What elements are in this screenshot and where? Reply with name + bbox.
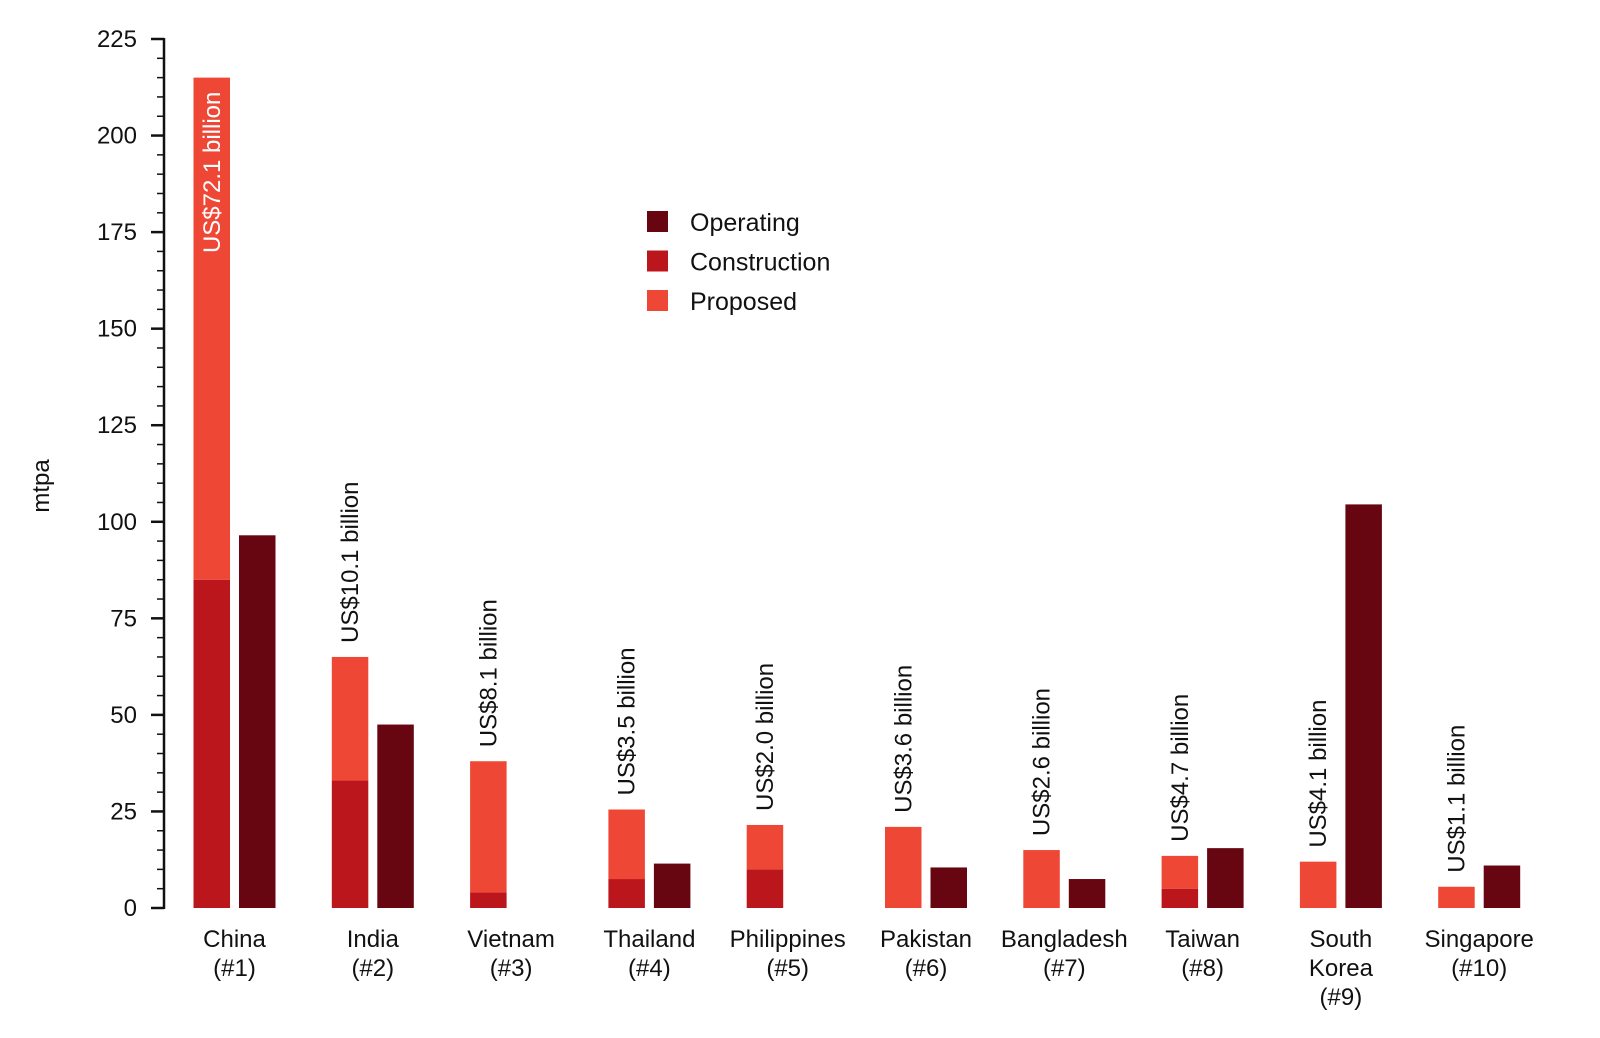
bar-construction-taiwan <box>1161 888 1199 908</box>
x-category-label: (#6) <box>905 955 948 982</box>
bar-annotation-taiwan: US$4.7 billion <box>1167 694 1194 842</box>
bar-operating-singapore <box>1483 865 1521 908</box>
bar-construction-india <box>331 780 369 908</box>
bar-proposed-china <box>193 77 230 580</box>
bar-operating-taiwan <box>1207 848 1244 908</box>
x-category-label: (#5) <box>766 955 809 982</box>
legend-label-construction: Construction <box>690 249 830 277</box>
y-axis: 0 25 50 75 100 125 150 175 200 225 <box>97 26 166 922</box>
x-category-label: South <box>1310 926 1373 953</box>
y-tick-label: 0 <box>124 895 137 922</box>
bar-operating-india <box>377 724 414 908</box>
y-tick-label: 50 <box>110 702 137 729</box>
bar-annotation-philippines: US$2.0 billion <box>752 663 779 811</box>
bar-annotation-south-korea: US$4.1 billion <box>1305 700 1332 848</box>
y-tick-label: 75 <box>110 605 137 632</box>
x-category-label: India <box>347 926 400 953</box>
bar-operating-thailand <box>653 863 691 908</box>
x-category-label: Pakistan <box>880 926 972 953</box>
bar-proposed-pakistan <box>885 826 922 908</box>
bar-construction-vietnam <box>470 892 507 908</box>
bar-construction-china <box>193 579 230 908</box>
legend-swatch-proposed <box>647 290 668 311</box>
y-axis-title: mtpa <box>28 459 55 513</box>
x-category-label: (#2) <box>351 955 394 982</box>
x-category-label: Thailand <box>603 926 695 953</box>
legend: Operating Construction Proposed <box>647 209 830 316</box>
bar-proposed-singapore <box>1438 886 1475 908</box>
legend-label-proposed: Proposed <box>690 288 797 316</box>
legend-label-operating: Operating <box>690 209 800 237</box>
x-category-label: (#9) <box>1320 984 1363 1011</box>
x-axis-labels: China(#1) India(#2) Vietnam(#3) Thailand(#4… <box>203 926 1534 1011</box>
x-category-label: China <box>203 926 266 953</box>
x-category-label: Philippines <box>730 926 846 953</box>
bar-proposed-philippines <box>746 824 784 870</box>
x-category-label: Singapore <box>1424 926 1533 953</box>
bars <box>193 77 1521 908</box>
bar-proposed-south-korea <box>1299 861 1337 908</box>
y-tick-label: 225 <box>97 26 137 53</box>
x-category-label: (#3) <box>490 955 533 982</box>
bar-annotation-singapore: US$1.1 billion <box>1443 725 1470 873</box>
y-tick-label: 125 <box>97 412 137 439</box>
bar-proposed-vietnam <box>470 761 507 893</box>
bar-operating-china <box>239 535 276 908</box>
bar-annotation-thailand: US$3.5 billion <box>614 647 641 795</box>
bar-construction-thailand <box>608 879 645 908</box>
x-category-label: Taiwan <box>1165 926 1240 953</box>
y-tick-label: 25 <box>110 798 137 825</box>
legend-swatch-construction <box>647 250 668 272</box>
bar-annotation-pakistan: US$3.6 billion <box>890 665 917 813</box>
bar-proposed-india <box>331 656 369 781</box>
bar-operating-bangladesh <box>1068 879 1106 908</box>
x-category-label: Bangladesh <box>1001 926 1128 953</box>
y-tick-label: 150 <box>97 316 137 343</box>
bar-construction-philippines <box>746 869 784 908</box>
bar-proposed-thailand <box>608 809 645 880</box>
bar-annotation-vietnam: US$8.1 billion <box>475 599 502 747</box>
bar-annotation-bangladesh: US$2.6 billion <box>1029 688 1056 836</box>
bar-annotations: US$72.1 billion US$10.1 billion US$8.1 bil… <box>199 92 1471 873</box>
x-category-label: (#7) <box>1043 955 1086 982</box>
x-category-label: Vietnam <box>467 926 555 953</box>
bar-proposed-bangladesh <box>1023 850 1060 908</box>
x-category-label: (#10) <box>1451 955 1507 982</box>
y-tick-label: 200 <box>97 123 137 150</box>
x-category-label: (#1) <box>213 955 256 982</box>
x-category-label: (#4) <box>628 955 671 982</box>
y-tick-label: 175 <box>97 219 137 246</box>
bar-annotation-china: US$72.1 billion <box>199 92 226 253</box>
bar-annotation-india: US$10.1 billion <box>337 482 364 643</box>
x-category-label: (#8) <box>1181 955 1224 982</box>
bar-proposed-taiwan <box>1161 855 1199 889</box>
legend-swatch-operating <box>647 211 668 232</box>
x-category-label: Korea <box>1309 955 1374 982</box>
bar-operating-pakistan <box>930 867 967 908</box>
bar-operating-south-korea <box>1345 504 1382 908</box>
y-tick-label: 100 <box>97 509 137 536</box>
